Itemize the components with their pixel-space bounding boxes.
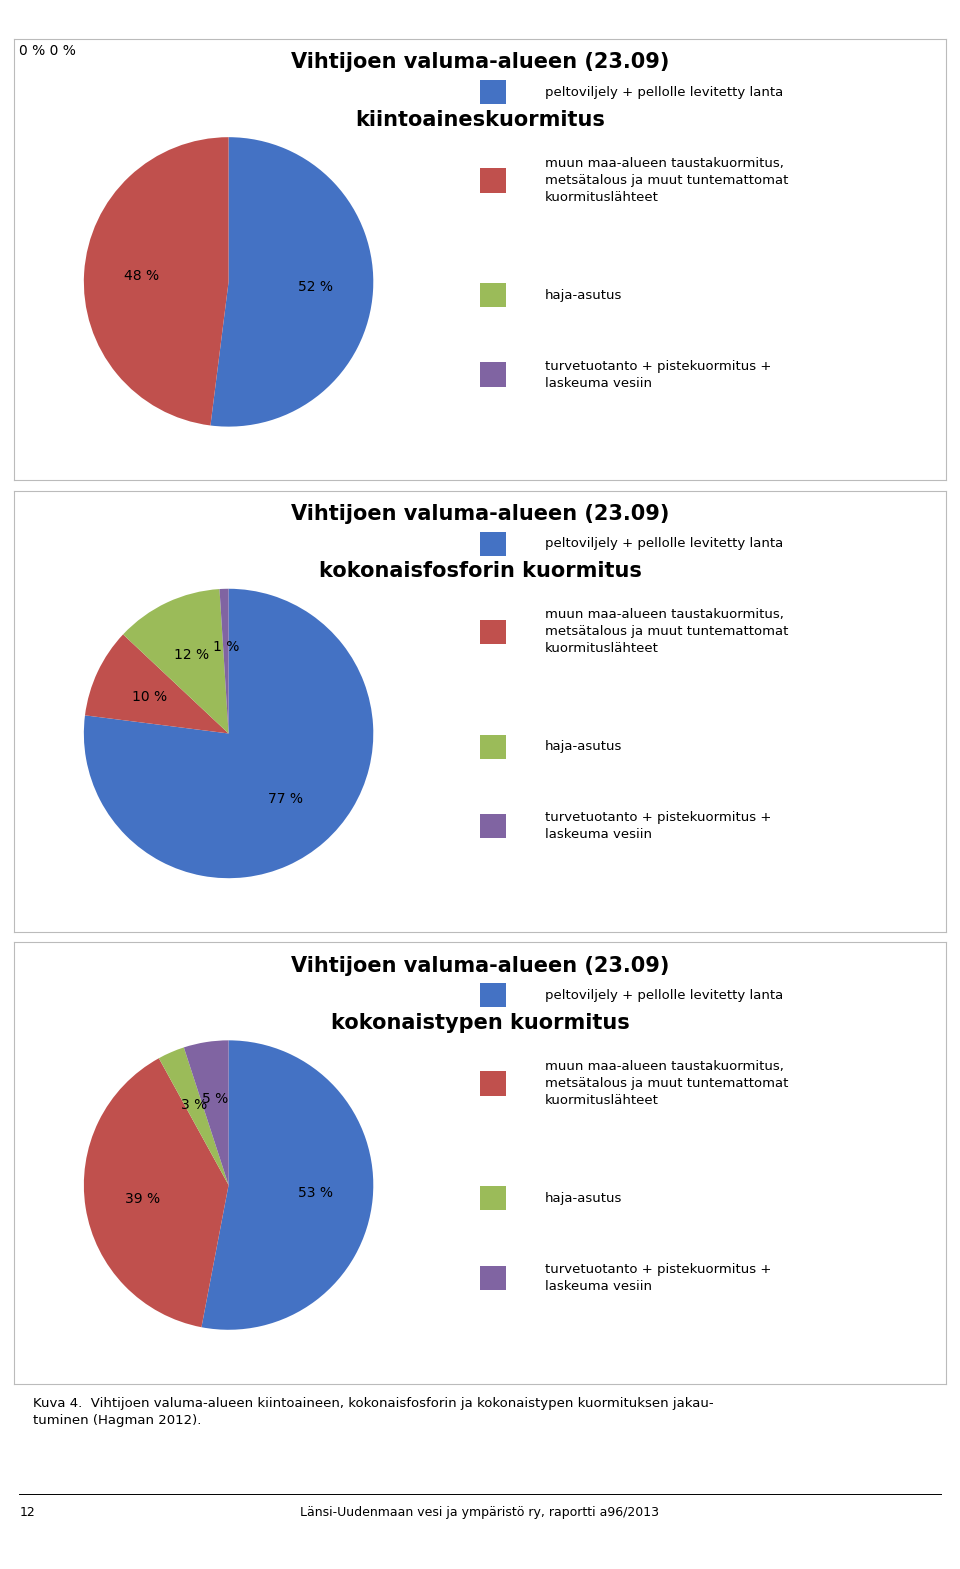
Text: muun maa-alueen taustakuormitus,
metsätalous ja muut tuntemattomat
kuormitusläht: muun maa-alueen taustakuormitus, metsäta…	[545, 609, 788, 656]
Text: haja-asutus: haja-asutus	[545, 289, 622, 301]
Text: kokonaisfosforin kuormitus: kokonaisfosforin kuormitus	[319, 562, 641, 582]
Bar	[480, 168, 506, 193]
Text: Länsi-Uudenmaan vesi ja ympäristö ry, raportti a96/2013: Länsi-Uudenmaan vesi ja ympäristö ry, ra…	[300, 1506, 660, 1519]
Bar	[480, 814, 506, 838]
Bar	[480, 1072, 506, 1095]
Text: turvetuotanto + pistekuormitus +
laskeuma vesiin: turvetuotanto + pistekuormitus + laskeum…	[545, 1263, 772, 1293]
Bar	[480, 734, 506, 759]
Text: muun maa-alueen taustakuormitus,
metsätalous ja muut tuntemattomat
kuormitusläht: muun maa-alueen taustakuormitus, metsäta…	[545, 157, 788, 204]
Text: haja-asutus: haja-asutus	[545, 1192, 622, 1205]
Bar	[480, 1186, 506, 1210]
Text: peltoviljely + pellolle levitetty lanta: peltoviljely + pellolle levitetty lanta	[545, 988, 783, 1003]
Text: muun maa-alueen taustakuormitus,
metsätalous ja muut tuntemattomat
kuormitusläht: muun maa-alueen taustakuormitus, metsäta…	[545, 1061, 788, 1108]
Text: haja-asutus: haja-asutus	[545, 741, 622, 753]
Bar	[480, 1266, 506, 1290]
Bar	[480, 620, 506, 645]
Bar	[480, 984, 506, 1007]
Text: turvetuotanto + pistekuormitus +
laskeuma vesiin: turvetuotanto + pistekuormitus + laskeum…	[545, 811, 772, 841]
Bar	[480, 532, 506, 555]
Bar	[480, 362, 506, 386]
Bar	[480, 80, 506, 104]
Text: kiintoaineskuormitus: kiintoaineskuormitus	[355, 110, 605, 130]
Text: Kuva 4.  Vihtijoen valuma-alueen kiintoaineen, kokonaisfosforin ja kokonaistypen: Kuva 4. Vihtijoen valuma-alueen kiintoai…	[33, 1396, 713, 1426]
Text: Vihtijoen valuma-alueen (23.09): Vihtijoen valuma-alueen (23.09)	[291, 956, 669, 976]
Text: peltoviljely + pellolle levitetty lanta: peltoviljely + pellolle levitetty lanta	[545, 537, 783, 551]
Bar	[480, 282, 506, 308]
Text: peltoviljely + pellolle levitetty lanta: peltoviljely + pellolle levitetty lanta	[545, 86, 783, 99]
Text: 12: 12	[19, 1506, 35, 1519]
Text: turvetuotanto + pistekuormitus +
laskeuma vesiin: turvetuotanto + pistekuormitus + laskeum…	[545, 359, 772, 389]
Text: kokonaistypen kuormitus: kokonaistypen kuormitus	[330, 1014, 630, 1032]
Text: Vihtijoen valuma-alueen (23.09): Vihtijoen valuma-alueen (23.09)	[291, 504, 669, 524]
Text: Vihtijoen valuma-alueen (23.09): Vihtijoen valuma-alueen (23.09)	[291, 52, 669, 72]
